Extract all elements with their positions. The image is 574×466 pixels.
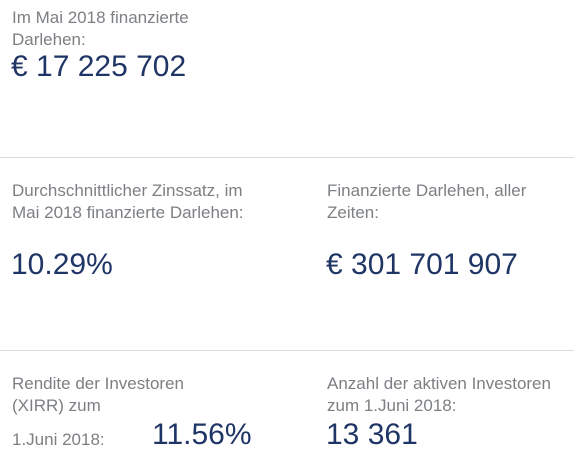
total-loans-value: € 301 701 907 [326,248,518,281]
active-investors-label: Anzahl der aktiven Investoren zum 1.Juni… [327,374,551,415]
total-loans-label: Finanzierte Darlehen, aller Zeiten: [327,181,527,222]
investor-return-label: Rendite der Investoren (XIRR) zum [12,374,184,415]
divider [0,350,574,351]
avg-interest-label: Durchschnittlicher Zinssatz, im Mai 2018… [12,181,244,222]
divider [0,157,574,158]
monthly-loans-label: Im Mai 2018 finanzierte Darlehen: [12,8,189,49]
avg-interest-value: 10.29% [11,248,113,281]
active-investors-value: 13 361 [326,418,418,451]
investor-return-date-label: 1.Juni 2018: [12,430,105,449]
investor-return-value: 11.56% [152,418,252,451]
monthly-loans-value: € 17 225 702 [11,50,187,83]
